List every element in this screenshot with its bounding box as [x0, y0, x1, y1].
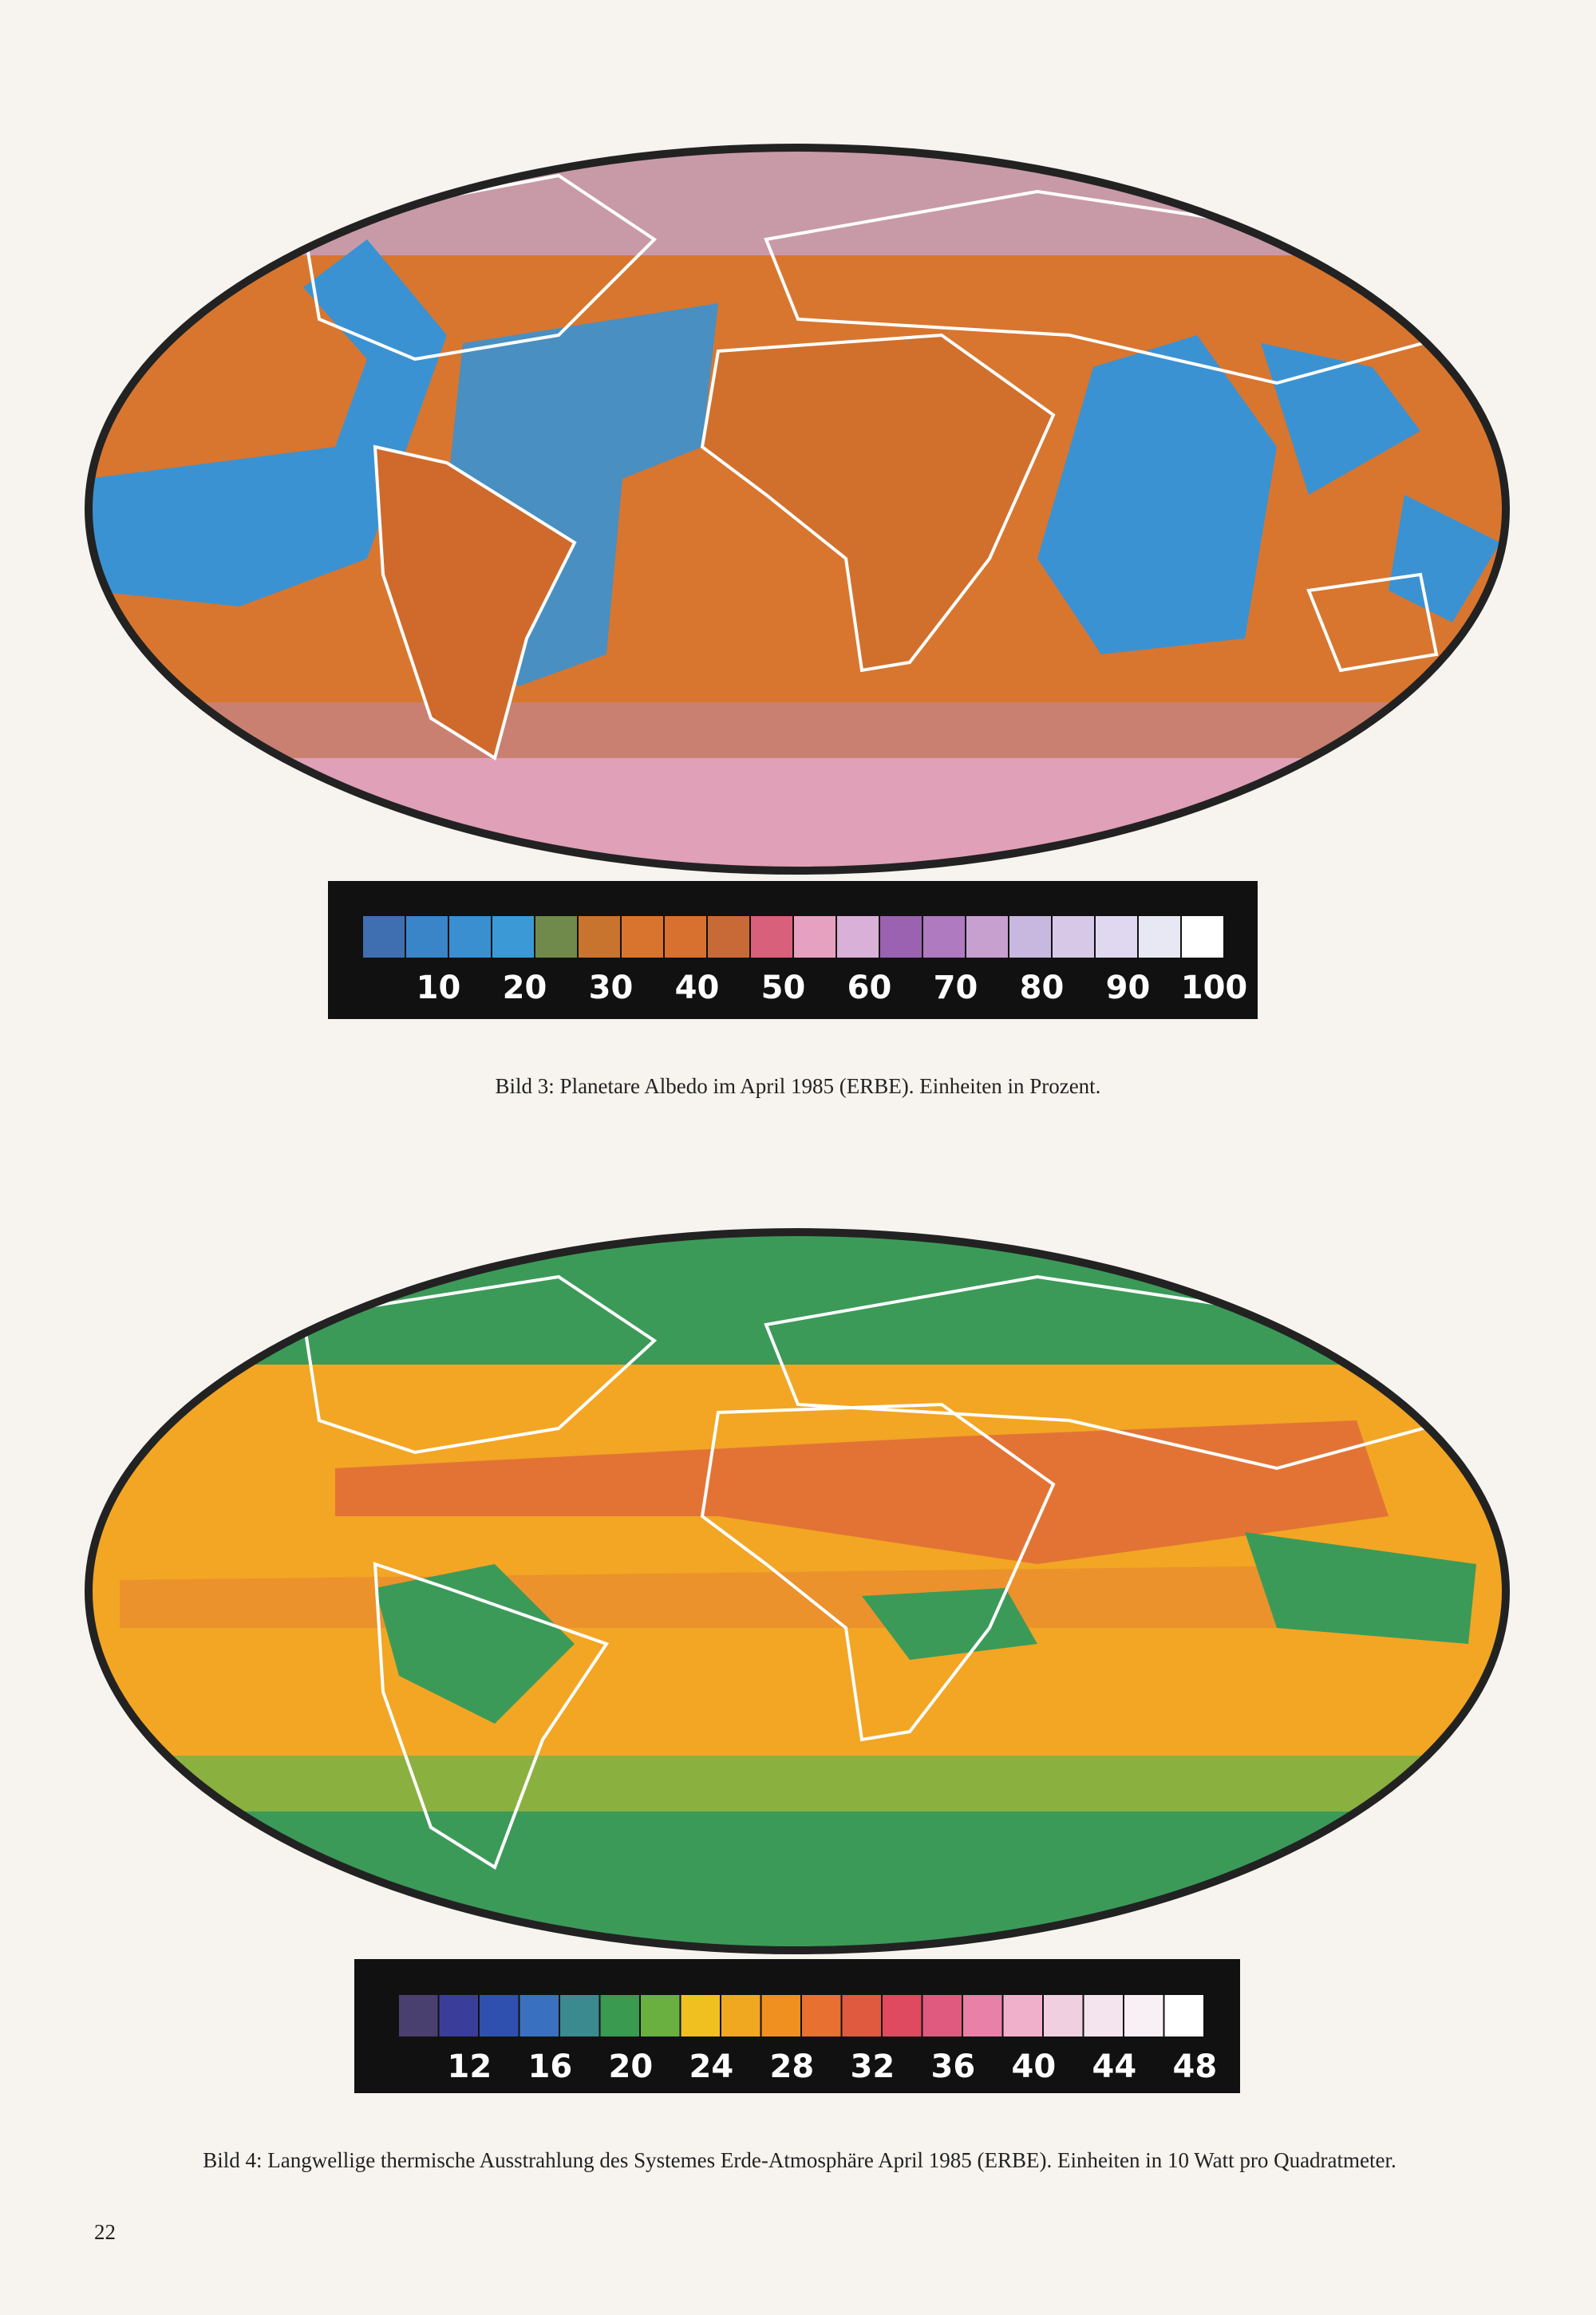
figure-caption: Bild 3: Planetare Albedo im April 1985 (…: [496, 1074, 1101, 1098]
color-swatch: [1009, 916, 1051, 958]
tick-label: 40: [675, 970, 720, 1006]
tick-label: 32: [851, 2048, 895, 2085]
tick-label: 48: [1173, 2048, 1218, 2085]
color-swatch: [579, 916, 620, 958]
color-swatch: [1164, 1995, 1203, 2036]
color-swatch: [1139, 916, 1180, 958]
color-swatch: [922, 1995, 962, 2036]
color-swatch: [665, 916, 706, 958]
color-swatch: [708, 916, 749, 958]
tick-label: 30: [589, 970, 634, 1006]
color-swatch: [535, 916, 577, 958]
color-swatch: [802, 1995, 841, 2036]
colorbar: 12 16 20 24 28 32 36 40 44 48: [354, 1959, 1240, 2093]
color-swatch: [1084, 1995, 1123, 2036]
color-swatch: [406, 916, 448, 958]
color-swatch: [923, 916, 965, 958]
color-swatch: [721, 1995, 760, 2036]
tick-label: 10: [417, 970, 461, 1006]
tick-label: 40: [1012, 2048, 1057, 2085]
tick-label: 20: [503, 970, 547, 1006]
color-swatch: [439, 1995, 478, 2036]
tick-label: 70: [934, 970, 978, 1006]
albedo-map: [89, 148, 1506, 871]
color-swatch: [751, 916, 792, 958]
tick-label: 60: [847, 970, 892, 1006]
tick-label: 44: [1092, 2048, 1137, 2085]
tick-label: 80: [1020, 970, 1065, 1006]
tick-label: 16: [528, 2048, 573, 2085]
color-swatch: [560, 1995, 599, 2036]
tick-label: 36: [931, 2048, 976, 2085]
color-swatch: [966, 916, 1008, 958]
color-swatch: [842, 1995, 881, 2036]
color-swatch: [480, 1995, 519, 2036]
color-swatch: [641, 1995, 680, 2036]
tick-label: 50: [761, 970, 806, 1006]
color-swatch: [622, 916, 663, 958]
color-swatch: [1096, 916, 1137, 958]
tick-label: 20: [609, 2048, 654, 2085]
tick-label: 12: [448, 2048, 492, 2085]
tick-label: 28: [770, 2048, 815, 2085]
color-swatch: [363, 916, 405, 958]
color-swatch: [761, 1995, 800, 2036]
tick-label: 100: [1181, 970, 1248, 1006]
color-swatch: [837, 916, 879, 958]
color-swatch: [794, 916, 836, 958]
color-swatch: [681, 1995, 720, 2036]
page-number: 22: [94, 2220, 116, 2244]
color-swatch: [1044, 1995, 1083, 2036]
color-swatch: [1003, 1995, 1042, 2036]
colorbar: 10 20 30 40 50 60 70 80 90 100: [328, 881, 1258, 1019]
color-swatch: [449, 916, 491, 958]
color-swatch: [1182, 916, 1223, 958]
figure-caption: Bild 4: Langwellige thermische Ausstrahl…: [203, 2148, 1396, 2172]
color-swatch: [1053, 916, 1094, 958]
color-swatch: [880, 916, 922, 958]
color-swatch: [519, 1995, 559, 2036]
tick-label: 24: [689, 2048, 734, 2085]
tick-label: 90: [1106, 970, 1151, 1006]
color-swatch: [399, 1995, 438, 2036]
color-swatch: [1124, 1995, 1163, 2036]
color-swatch: [492, 916, 534, 958]
color-swatch: [600, 1995, 639, 2036]
color-swatch: [883, 1995, 922, 2036]
color-swatch: [963, 1995, 1002, 2036]
